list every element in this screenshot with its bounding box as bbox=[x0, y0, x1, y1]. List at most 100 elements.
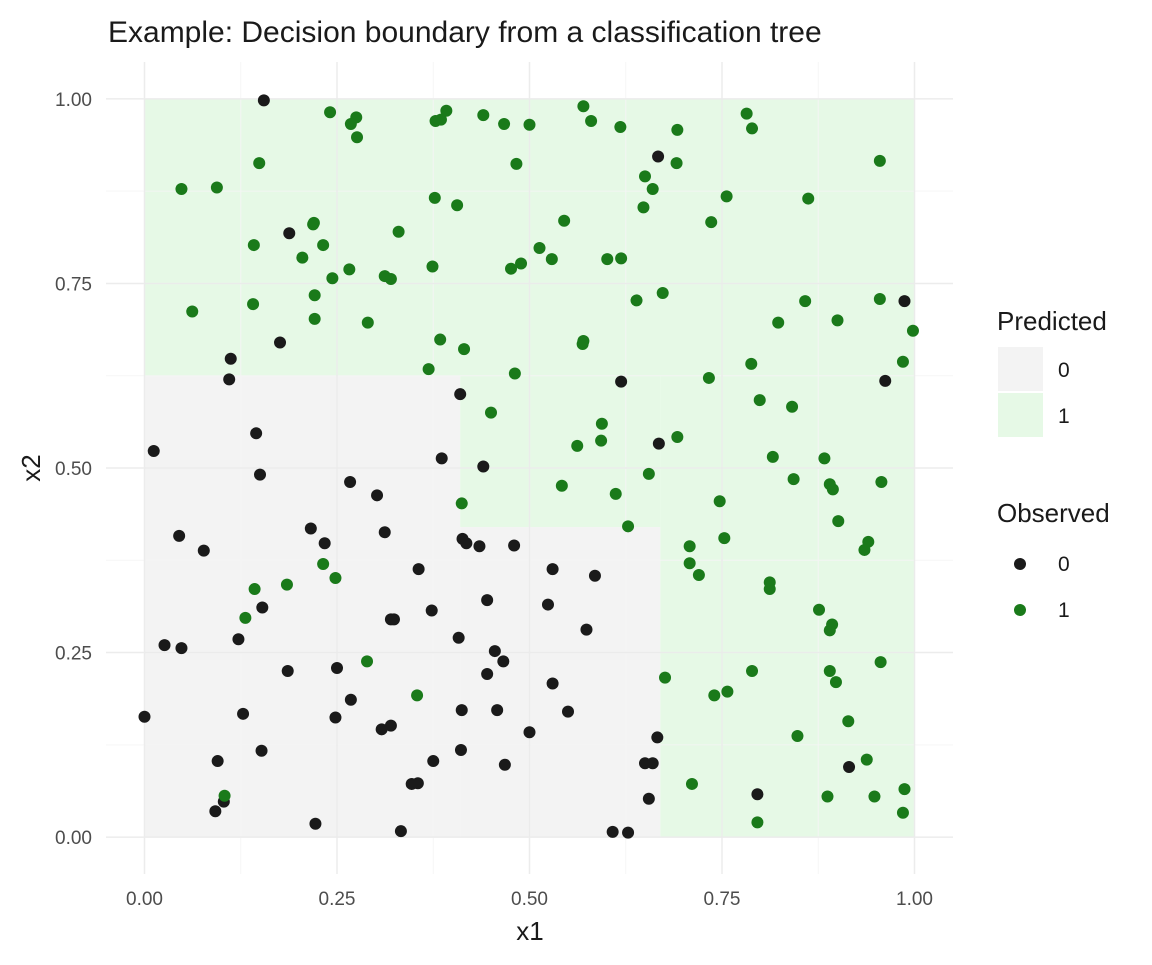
data-point-class-0 bbox=[309, 817, 322, 830]
legend-observed: Observed 0 1 bbox=[997, 498, 1110, 622]
data-point-class-1 bbox=[753, 394, 766, 407]
legend-predicted-swatch-1 bbox=[998, 393, 1043, 437]
data-point-class-0 bbox=[454, 743, 467, 756]
legend-predicted-label-0: 0 bbox=[1058, 359, 1070, 382]
prediction-regions bbox=[144, 98, 915, 838]
data-point-class-1 bbox=[329, 571, 342, 584]
y-tick-label: 0.75 bbox=[55, 274, 92, 295]
legend-predicted-title: Predicted bbox=[997, 306, 1107, 336]
data-point-class-1 bbox=[630, 294, 643, 307]
data-point-class-1 bbox=[422, 363, 435, 376]
data-point-class-0 bbox=[209, 805, 222, 818]
data-point-class-0 bbox=[329, 711, 342, 724]
data-point-class-0 bbox=[331, 662, 343, 675]
data-point-class-1 bbox=[545, 253, 558, 266]
data-point-class-0 bbox=[281, 665, 294, 677]
data-point-class-0 bbox=[256, 601, 269, 614]
data-point-class-1 bbox=[280, 578, 293, 591]
data-point-class-1 bbox=[708, 689, 721, 702]
data-point-class-1 bbox=[351, 131, 364, 144]
data-point-class-1 bbox=[873, 154, 886, 167]
data-point-class-1 bbox=[426, 260, 439, 273]
data-point-class-0 bbox=[751, 788, 764, 801]
data-point-class-1 bbox=[361, 655, 374, 668]
data-point-class-1 bbox=[601, 253, 614, 266]
data-point-class-1 bbox=[720, 190, 733, 203]
data-point-class-0 bbox=[898, 295, 911, 308]
data-point-class-1 bbox=[868, 790, 881, 803]
data-point-class-1 bbox=[772, 316, 785, 329]
data-point-class-1 bbox=[858, 543, 871, 556]
data-point-class-0 bbox=[375, 723, 388, 736]
y-tick-label: 0.00 bbox=[55, 828, 92, 849]
data-point-class-1 bbox=[505, 262, 518, 275]
data-point-class-0 bbox=[580, 623, 593, 636]
data-point-class-1 bbox=[826, 483, 839, 496]
data-point-class-1 bbox=[705, 216, 718, 229]
data-point-class-1 bbox=[671, 430, 684, 443]
data-point-class-0 bbox=[138, 710, 151, 723]
data-point-class-1 bbox=[577, 100, 590, 113]
data-point-class-1 bbox=[440, 104, 453, 117]
data-point-class-1 bbox=[671, 123, 684, 136]
data-point-class-1 bbox=[637, 201, 650, 214]
data-point-class-0 bbox=[254, 468, 266, 481]
data-point-class-0 bbox=[646, 757, 659, 770]
data-point-class-1 bbox=[823, 624, 836, 637]
data-point-class-1 bbox=[683, 557, 696, 570]
data-point-class-1 bbox=[642, 467, 655, 480]
data-point-class-1 bbox=[813, 603, 826, 616]
data-point-class-0 bbox=[384, 719, 397, 732]
legend-observed-label-0: 0 bbox=[1058, 553, 1070, 576]
data-point-class-1 bbox=[746, 122, 759, 135]
data-point-class-1 bbox=[317, 557, 330, 570]
data-point-class-1 bbox=[692, 569, 705, 582]
data-point-class-1 bbox=[595, 434, 608, 447]
data-point-class-0 bbox=[652, 437, 665, 450]
legend-predicted-label-1: 1 bbox=[1058, 405, 1070, 428]
data-point-class-1 bbox=[875, 476, 888, 489]
y-tick-label: 0.50 bbox=[55, 459, 92, 480]
data-point-class-1 bbox=[576, 337, 589, 350]
data-point-class-0 bbox=[622, 826, 635, 839]
data-point-class-0 bbox=[318, 537, 331, 550]
legend-predicted: Predicted 0 1 bbox=[997, 306, 1107, 437]
data-point-class-1 bbox=[615, 252, 628, 265]
y-tick-labels: 0.00 0.25 0.50 0.75 1.00 bbox=[55, 90, 92, 849]
data-point-class-1 bbox=[818, 452, 831, 465]
data-point-class-0 bbox=[344, 693, 357, 706]
data-point-class-1 bbox=[571, 439, 584, 452]
data-point-class-1 bbox=[832, 515, 845, 528]
legend-observed-title: Observed bbox=[997, 498, 1110, 528]
y-axis-label: x2 bbox=[16, 454, 46, 481]
data-point-class-1 bbox=[702, 371, 715, 384]
data-point-class-0 bbox=[546, 677, 559, 690]
data-point-class-1 bbox=[786, 400, 799, 413]
data-point-class-1 bbox=[585, 115, 598, 128]
data-point-class-1 bbox=[485, 406, 497, 419]
data-point-class-1 bbox=[533, 242, 546, 255]
data-point-class-1 bbox=[296, 251, 309, 264]
data-point-class-0 bbox=[473, 540, 486, 553]
data-point-class-1 bbox=[344, 118, 357, 131]
data-point-class-0 bbox=[387, 613, 400, 626]
data-point-class-1 bbox=[659, 671, 672, 684]
data-point-class-1 bbox=[308, 312, 321, 325]
data-point-class-0 bbox=[425, 604, 438, 617]
data-point-class-0 bbox=[488, 645, 501, 658]
x-axis-label: x1 bbox=[516, 916, 543, 946]
data-point-class-1 bbox=[799, 295, 812, 308]
data-point-class-0 bbox=[257, 94, 270, 107]
data-point-class-0 bbox=[197, 544, 210, 557]
data-point-class-0 bbox=[642, 792, 655, 805]
data-point-class-1 bbox=[326, 272, 339, 285]
data-point-class-1 bbox=[317, 239, 330, 252]
data-point-class-0 bbox=[481, 594, 494, 607]
data-point-class-0 bbox=[477, 460, 490, 473]
data-point-class-1 bbox=[718, 532, 731, 545]
data-point-class-0 bbox=[460, 537, 473, 550]
data-point-class-1 bbox=[873, 292, 886, 305]
data-point-class-0 bbox=[606, 825, 619, 838]
data-point-class-0 bbox=[498, 758, 511, 771]
